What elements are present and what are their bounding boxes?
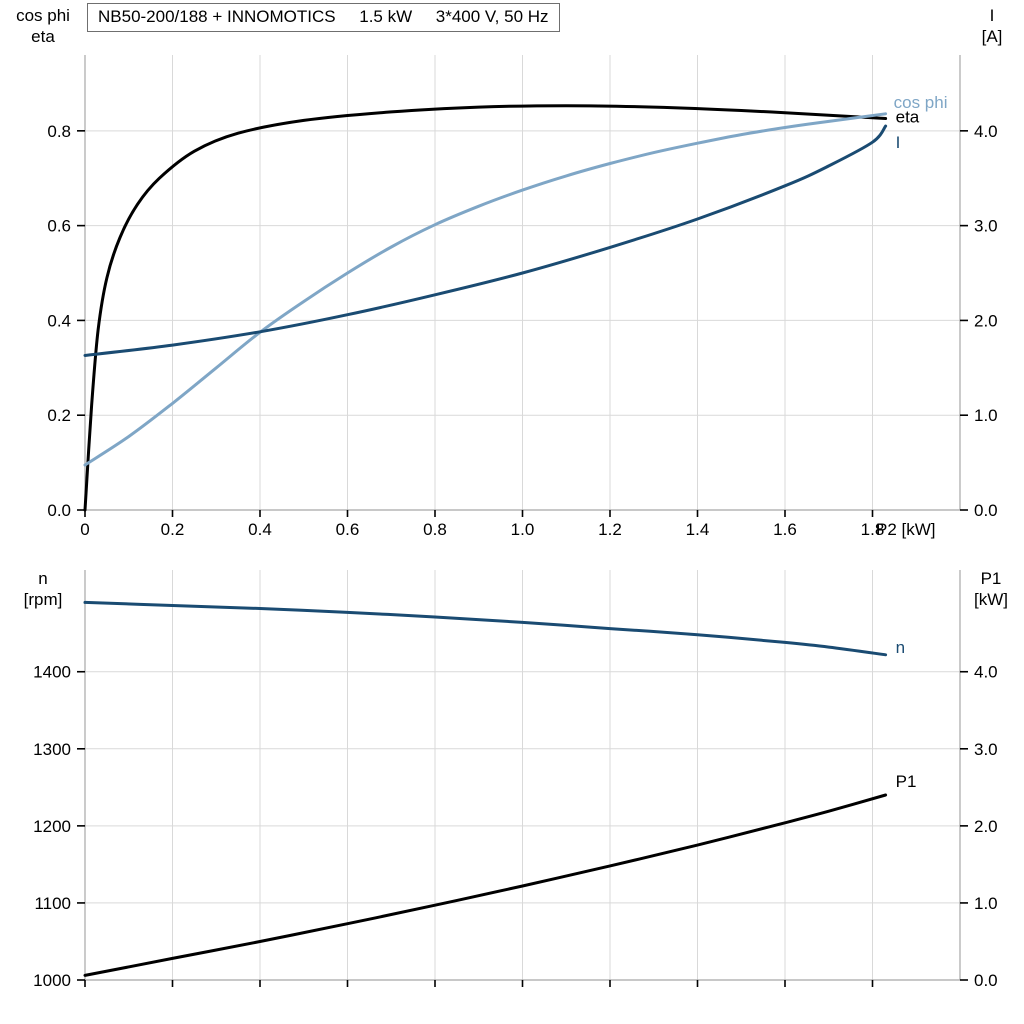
axis-label-line: [rpm] bbox=[23, 590, 63, 609]
svg-text:2.0: 2.0 bbox=[974, 311, 998, 330]
svg-text:1.0: 1.0 bbox=[511, 520, 535, 539]
series-label-cos_phi: cos phi bbox=[894, 93, 948, 112]
svg-text:0.2: 0.2 bbox=[161, 520, 185, 539]
series-curves bbox=[83, 104, 888, 512]
svg-text:0.8: 0.8 bbox=[47, 122, 71, 141]
gridlines bbox=[85, 55, 960, 510]
svg-text:1.2: 1.2 bbox=[598, 520, 622, 539]
series-I bbox=[83, 124, 888, 357]
x-axis-label: P2 [kW] bbox=[876, 520, 936, 539]
series-label-P1: P1 bbox=[896, 772, 917, 791]
svg-text:0.0: 0.0 bbox=[47, 501, 71, 520]
svg-text:0.6: 0.6 bbox=[336, 520, 360, 539]
axis-label-speed: n [rpm] bbox=[4, 568, 82, 610]
svg-text:4.0: 4.0 bbox=[974, 122, 998, 141]
axis-label-line: cos phi bbox=[16, 6, 70, 25]
svg-text:1200: 1200 bbox=[33, 817, 71, 836]
svg-text:0.8: 0.8 bbox=[423, 520, 447, 539]
axis-label-p1: P1 [kW] bbox=[962, 568, 1020, 610]
axis-label-cosphi-eta: cos phi eta bbox=[4, 5, 82, 47]
svg-text:1100: 1100 bbox=[34, 894, 71, 913]
svg-text:0.2: 0.2 bbox=[47, 406, 71, 425]
tick-marks-and-labels: 1000 1100 1200 1300 1400 0.0 1.0 2.0 3.0 4.0 bbox=[33, 663, 997, 990]
tick-marks-and-labels: 0 0.2 0.4 0.6 0.8 1.0 1.2 1.4 1.6 1.8 0.0 0.2 0.4 0.6… bbox=[47, 122, 997, 539]
axis-label-line: [A] bbox=[981, 27, 1003, 46]
axis-label-line: [kW] bbox=[974, 590, 1008, 609]
axis-label-line: P1 bbox=[980, 569, 1002, 588]
svg-text:2.0: 2.0 bbox=[974, 817, 998, 836]
axis-label-line: eta bbox=[31, 27, 55, 46]
series-P1 bbox=[83, 793, 888, 977]
series-label-eta: eta bbox=[896, 108, 920, 127]
gridlines bbox=[85, 570, 960, 980]
series-curves bbox=[83, 600, 888, 977]
svg-text:3.0: 3.0 bbox=[974, 217, 998, 236]
series-label-I: I bbox=[896, 133, 901, 152]
series-n bbox=[83, 600, 888, 657]
svg-text:1000: 1000 bbox=[33, 971, 71, 990]
chart-title: NB50-200/188 + INNOMOTICS 1.5 kW 3*400 V… bbox=[87, 3, 560, 32]
svg-text:1.4: 1.4 bbox=[686, 520, 710, 539]
svg-text:1.0: 1.0 bbox=[974, 406, 998, 425]
series-label-n: n bbox=[896, 638, 905, 657]
svg-text:1400: 1400 bbox=[33, 663, 71, 682]
svg-text:3.0: 3.0 bbox=[974, 740, 998, 759]
axis-label-line: I bbox=[989, 6, 995, 25]
svg-text:0.4: 0.4 bbox=[47, 311, 71, 330]
svg-text:0.0: 0.0 bbox=[974, 501, 998, 520]
top-panel: 0 0.2 0.4 0.6 0.8 1.0 1.2 1.4 1.6 1.8 0.0 0.2 0.4 0.6… bbox=[47, 55, 998, 539]
svg-text:0: 0 bbox=[80, 520, 89, 539]
series-cos_phi bbox=[83, 112, 888, 467]
svg-text:0.0: 0.0 bbox=[974, 971, 998, 990]
svg-text:0.4: 0.4 bbox=[248, 520, 272, 539]
svg-text:1.6: 1.6 bbox=[773, 520, 797, 539]
svg-text:1.8: 1.8 bbox=[861, 520, 885, 539]
svg-text:1.0: 1.0 bbox=[974, 894, 998, 913]
series-eta bbox=[83, 104, 888, 512]
bottom-panel: 1000 1100 1200 1300 1400 0.0 1.0 2.0 3.0 4.0 n P1 bbox=[33, 570, 998, 990]
axis-label-current: I [A] bbox=[966, 5, 1018, 47]
svg-text:0.6: 0.6 bbox=[47, 217, 71, 236]
svg-text:1300: 1300 bbox=[33, 740, 71, 759]
svg-text:4.0: 4.0 bbox=[974, 663, 998, 682]
axis-label-line: n bbox=[38, 569, 48, 588]
